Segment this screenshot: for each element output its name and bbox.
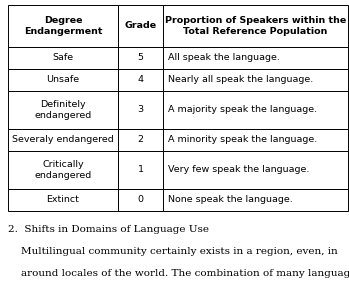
Bar [163,69,348,91]
Bar [163,91,348,129]
Bar [118,151,163,189]
Bar [118,5,163,47]
Text: 2: 2 [138,136,143,144]
Bar [8,189,118,211]
Text: All speak the language.: All speak the language. [168,54,280,63]
Text: Very few speak the language.: Very few speak the language. [168,165,309,175]
Bar [163,151,348,189]
Text: 0: 0 [138,196,143,205]
Bar [8,91,118,129]
Bar [118,189,163,211]
Text: Nearly all speak the language.: Nearly all speak the language. [168,75,313,84]
Text: Grade: Grade [125,22,157,30]
Text: Multilingual community certainly exists in a region, even, in: Multilingual community certainly exists … [8,247,338,256]
Bar [118,69,163,91]
Text: Unsafe: Unsafe [46,75,80,84]
Text: Degree
Endangerment: Degree Endangerment [24,16,102,36]
Text: Critically
endangered: Critically endangered [34,160,92,180]
Bar [8,5,118,47]
Bar [163,129,348,151]
Text: 5: 5 [138,54,143,63]
Text: None speak the language.: None speak the language. [168,196,293,205]
Bar [163,5,348,47]
Bar [163,47,348,69]
Bar [8,69,118,91]
Bar [118,47,163,69]
Bar [163,189,348,211]
Text: Safe: Safe [52,54,74,63]
Bar [8,151,118,189]
Text: around locales of the world. The combination of many language: around locales of the world. The combina… [8,269,349,278]
Text: A minority speak the language.: A minority speak the language. [168,136,317,144]
Text: 3: 3 [138,106,143,115]
Text: 1: 1 [138,165,143,175]
Bar [118,91,163,129]
Bar [8,47,118,69]
Text: 2.  Shifts in Domains of Language Use: 2. Shifts in Domains of Language Use [8,225,209,234]
Text: A majority speak the language.: A majority speak the language. [168,106,317,115]
Text: Proportion of Speakers within the
Total Reference Population: Proportion of Speakers within the Total … [165,16,346,36]
Text: Severaly endangered: Severaly endangered [12,136,114,144]
Text: Definitely
endangered: Definitely endangered [34,99,92,120]
Bar [118,129,163,151]
Text: 4: 4 [138,75,143,84]
Bar [8,129,118,151]
Text: Extinct: Extinct [46,196,80,205]
